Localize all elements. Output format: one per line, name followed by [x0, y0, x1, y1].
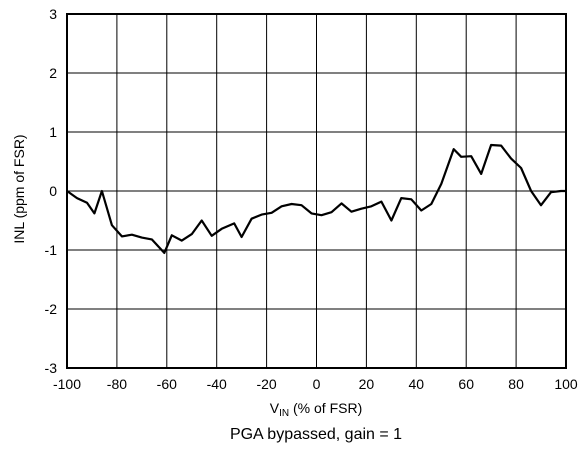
plot-frame — [66, 13, 567, 369]
x-axis-label-main: V — [270, 400, 280, 416]
x-tick-label: 100 — [554, 376, 578, 392]
x-tick-label: -80 — [107, 376, 127, 392]
y-tick-label: 0 — [49, 183, 57, 199]
y-tick-label: -2 — [45, 301, 58, 317]
grid-lines — [66, 13, 567, 369]
chart-caption: PGA bypassed, gain = 1 — [230, 426, 402, 443]
x-tick-label: 60 — [458, 376, 474, 392]
x-tick-label: 0 — [313, 376, 321, 392]
tick-labels: -100 -80 -60 -40 -20 0 20 40 60 80 100 -3 -2 -1 0 1 2 3 — [45, 6, 578, 392]
x-tick-label: -20 — [256, 376, 276, 392]
y-axis-label: INL (ppm of FSR) — [11, 134, 27, 243]
y-tick-label: -3 — [45, 360, 58, 376]
y-tick-label: 2 — [49, 65, 57, 81]
y-tick-label: 3 — [49, 6, 57, 22]
x-axis-label-subscript: IN — [279, 408, 289, 419]
x-axis-label: VIN (% of FSR) — [270, 400, 362, 419]
x-tick-label: 80 — [508, 376, 524, 392]
x-axis-label-rest: (% of FSR) — [289, 400, 362, 416]
x-tick-label: -100 — [53, 376, 81, 392]
x-tick-label: 20 — [359, 376, 375, 392]
x-tick-label: -40 — [207, 376, 227, 392]
x-tick-label: 40 — [409, 376, 425, 392]
y-tick-label: -1 — [45, 242, 58, 258]
inl-series-line — [66, 143, 566, 254]
y-tick-label: 1 — [49, 124, 57, 140]
x-tick-label: -60 — [157, 376, 177, 392]
